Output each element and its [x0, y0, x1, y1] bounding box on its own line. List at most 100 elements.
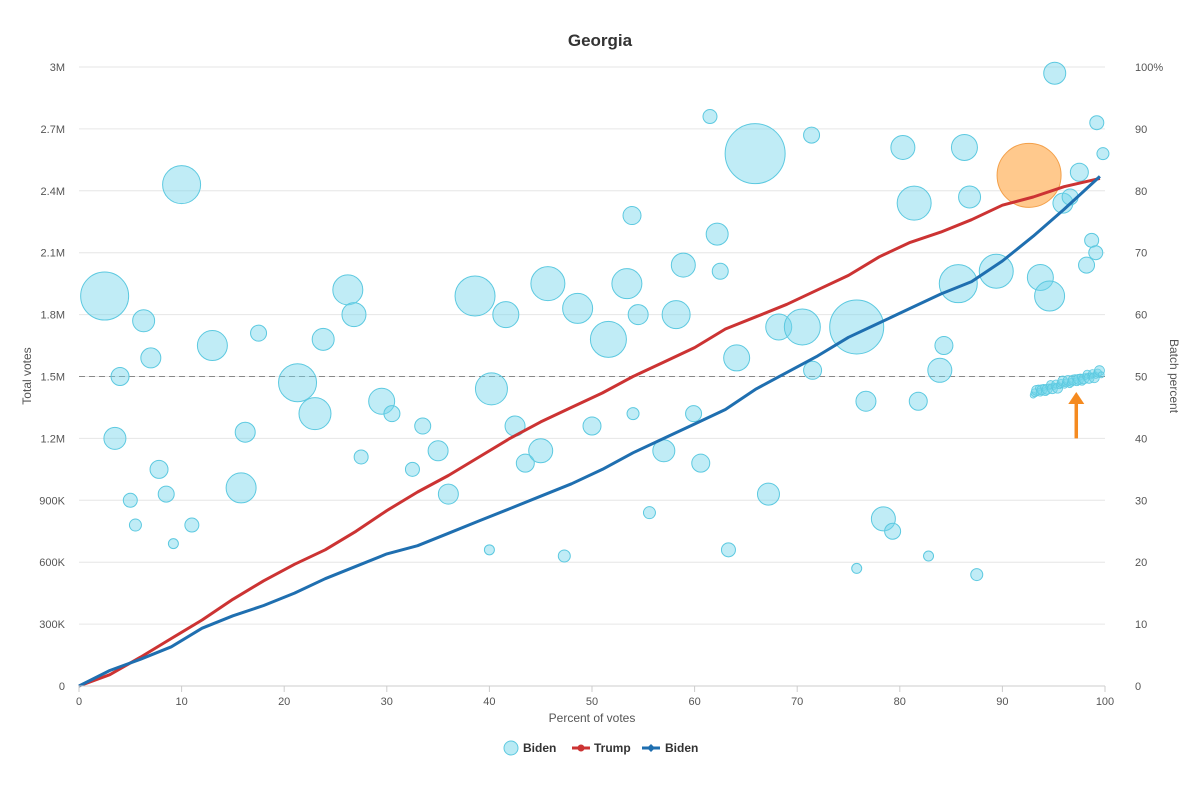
- bubble-point: [627, 304, 649, 326]
- bubble-point: [332, 274, 364, 306]
- y-left-tick-label: 2.4M: [41, 186, 65, 198]
- bubble-point: [562, 292, 594, 324]
- bubble-point: [783, 308, 821, 346]
- bubble-point: [803, 126, 821, 144]
- x-tick-label: 50: [586, 696, 598, 708]
- bubble-point: [626, 407, 640, 421]
- bubble-point: [1097, 371, 1105, 379]
- legend-item-biden-bubble: Biden: [523, 741, 556, 755]
- x-tick-label: 10: [175, 696, 187, 708]
- bubble-point: [720, 542, 736, 558]
- bubble-point: [140, 347, 162, 369]
- bubble-point: [724, 123, 786, 185]
- y-left-tick-label: 900K: [39, 495, 65, 507]
- bubble-point: [298, 397, 332, 431]
- legend-biden-marker-icon: [647, 744, 655, 752]
- bubble-point: [691, 453, 711, 473]
- bubble-point: [530, 266, 566, 302]
- bubble-point: [483, 544, 495, 556]
- y-right-tick-label: 30: [1135, 495, 1147, 507]
- bubble-series: [80, 61, 1110, 582]
- bubble-point: [196, 330, 228, 362]
- bubble-point: [353, 449, 369, 465]
- bubble-point: [978, 253, 1014, 289]
- y-axis-left-title: Total votes: [20, 347, 34, 404]
- x-tick-label: 60: [688, 696, 700, 708]
- bubble-point: [927, 357, 953, 383]
- bubble-point: [1026, 263, 1054, 291]
- bubble-point: [162, 165, 202, 205]
- bubble-point: [454, 275, 496, 317]
- bubble-point: [1084, 232, 1100, 248]
- bubble-point: [589, 320, 627, 358]
- legend-trump-marker-icon: [577, 744, 585, 752]
- bubble-point: [128, 518, 142, 532]
- bubble-point: [132, 309, 156, 333]
- bubble-point: [437, 483, 459, 505]
- bubble-point: [756, 482, 780, 506]
- chart-title: Georgia: [568, 31, 633, 50]
- bubble-point: [278, 363, 318, 403]
- bubble-point: [851, 562, 863, 574]
- bubble-point: [723, 344, 751, 372]
- bubble-point: [622, 206, 642, 226]
- bubble-point: [685, 405, 703, 423]
- bubble-point: [368, 387, 396, 415]
- x-tick-label: 70: [791, 696, 803, 708]
- bubble-point: [923, 550, 935, 562]
- y-left-tick-label: 3M: [50, 62, 65, 74]
- bubble-point: [80, 271, 130, 321]
- y-axis-right-title: Batch percent: [1167, 339, 1181, 414]
- y-left-tick-label: 1.2M: [41, 433, 65, 445]
- bubble-highlight: [996, 142, 1062, 208]
- bubble-point: [582, 416, 602, 436]
- legend-item-trump: Trump: [594, 741, 631, 755]
- bubble-point: [1043, 61, 1067, 85]
- bubble-point: [1088, 245, 1104, 261]
- y-left-tick-label: 0: [59, 681, 65, 693]
- line-series: [78, 175, 1101, 688]
- x-tick-label: 0: [76, 696, 82, 708]
- bubble-point: [642, 506, 656, 520]
- x-axis: 0 10 20 30 40 50 60 70 80 90 100: [76, 685, 1114, 708]
- bubble-point: [934, 336, 954, 356]
- bubble-point: [702, 109, 718, 125]
- bubble-point: [711, 262, 729, 280]
- bubble-point: [705, 222, 729, 246]
- arrow-annotation: [1068, 391, 1085, 439]
- bubble-point: [958, 185, 982, 209]
- x-tick-label: 100: [1096, 696, 1114, 708]
- bubble-point: [122, 492, 138, 508]
- y-left-tick-label: 300K: [39, 619, 65, 631]
- bubble-point: [528, 438, 554, 464]
- bubble-point: [670, 252, 696, 278]
- bubble-point: [234, 421, 256, 443]
- x-tick-label: 40: [483, 696, 495, 708]
- bubble-point: [1034, 280, 1066, 312]
- bubble-point: [908, 391, 928, 411]
- bubble-point: [110, 367, 130, 386]
- bubble-point: [803, 360, 823, 380]
- y-axis-right: 0 10 20 30 40 50 60 70 80 90 100%: [1135, 62, 1163, 693]
- y-right-tick-label: 0: [1135, 681, 1141, 693]
- bubble-point: [404, 461, 420, 477]
- legend: Biden Trump Biden: [503, 740, 698, 756]
- line-trump: [78, 176, 1101, 688]
- bubble-point: [414, 417, 432, 435]
- bubble-point: [855, 390, 877, 412]
- bubble-point: [167, 538, 179, 550]
- y-right-tick-label: 80: [1135, 186, 1147, 198]
- y-right-tick-label: 90: [1135, 124, 1147, 136]
- x-tick-label: 30: [381, 696, 393, 708]
- bubble-point: [157, 485, 175, 503]
- bubble-point: [884, 522, 902, 540]
- y-left-tick-label: 1.8M: [41, 310, 65, 322]
- bubble-point: [492, 301, 520, 329]
- x-tick-label: 80: [894, 696, 906, 708]
- arrow-head: [1068, 391, 1085, 404]
- bubble-point: [311, 327, 335, 351]
- y-right-tick-label: 10: [1135, 619, 1147, 631]
- bubble-point: [1096, 147, 1110, 161]
